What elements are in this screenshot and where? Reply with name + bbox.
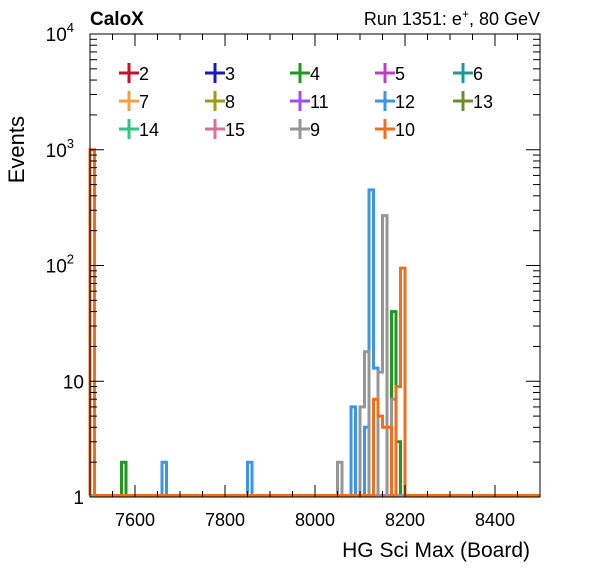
legend-entry-15: 15 xyxy=(205,119,245,140)
header-right-label: Run 1351: e+, 80 GeV xyxy=(364,7,540,29)
legend-label: 11 xyxy=(310,92,329,112)
legend-label: 4 xyxy=(310,64,320,84)
series-9-histogram xyxy=(90,214,540,497)
legend-entry-8: 8 xyxy=(205,91,235,112)
x-tick-label: 7800 xyxy=(205,510,245,530)
y-axis-title: Events xyxy=(4,116,29,183)
legend-label: 3 xyxy=(225,64,235,84)
legend-entry-5: 5 xyxy=(375,63,405,84)
legend-label: 10 xyxy=(395,120,415,140)
legend-label: 6 xyxy=(473,64,483,84)
x-tick-label: 8200 xyxy=(385,510,425,530)
legend-label: 13 xyxy=(473,92,493,112)
legend-entry-9: 9 xyxy=(290,119,320,140)
legend-label: 9 xyxy=(310,120,320,140)
x-axis-title: HG Sci Max (Board) xyxy=(342,539,530,562)
legend: 2 3 4 5 6 7 8 11 12 13 14 15 9 10 xyxy=(119,63,493,140)
legend-entry-4: 4 xyxy=(290,63,320,84)
legend-entry-14: 14 xyxy=(119,119,159,140)
legend-label: 14 xyxy=(139,120,159,140)
x-tick-label: 8000 xyxy=(295,510,335,530)
x-tick-label: 8400 xyxy=(475,510,515,530)
y-tick-label: 10 xyxy=(63,372,84,393)
legend-label: 5 xyxy=(395,64,405,84)
series-4-histogram xyxy=(90,310,540,497)
legend-entry-12: 12 xyxy=(375,91,415,112)
histogram-layer xyxy=(88,148,540,497)
legend-entry-3: 3 xyxy=(205,63,235,84)
legend-label: 15 xyxy=(225,120,245,140)
legend-label: 8 xyxy=(225,92,235,112)
legend-entry-13: 13 xyxy=(453,91,493,112)
y-tick-label: 103 xyxy=(46,136,74,162)
legend-entry-10: 10 xyxy=(375,119,415,140)
legend-entry-11: 11 xyxy=(290,91,329,112)
legend-label: 12 xyxy=(395,92,415,112)
y-tick-label: 104 xyxy=(46,20,74,46)
y-tick-label: 102 xyxy=(46,252,74,278)
header-left-label: CaloX xyxy=(90,9,144,30)
legend-label: 2 xyxy=(139,64,149,84)
legend-label: 7 xyxy=(139,92,149,112)
legend-entry-2: 2 xyxy=(119,63,149,84)
x-tick-label: 7600 xyxy=(115,510,155,530)
series-10-histogram xyxy=(88,148,540,497)
y-tick-label: 1 xyxy=(73,488,84,509)
legend-entry-6: 6 xyxy=(453,63,483,84)
legend-entry-7: 7 xyxy=(119,91,149,112)
series-12-histogram xyxy=(90,188,540,497)
